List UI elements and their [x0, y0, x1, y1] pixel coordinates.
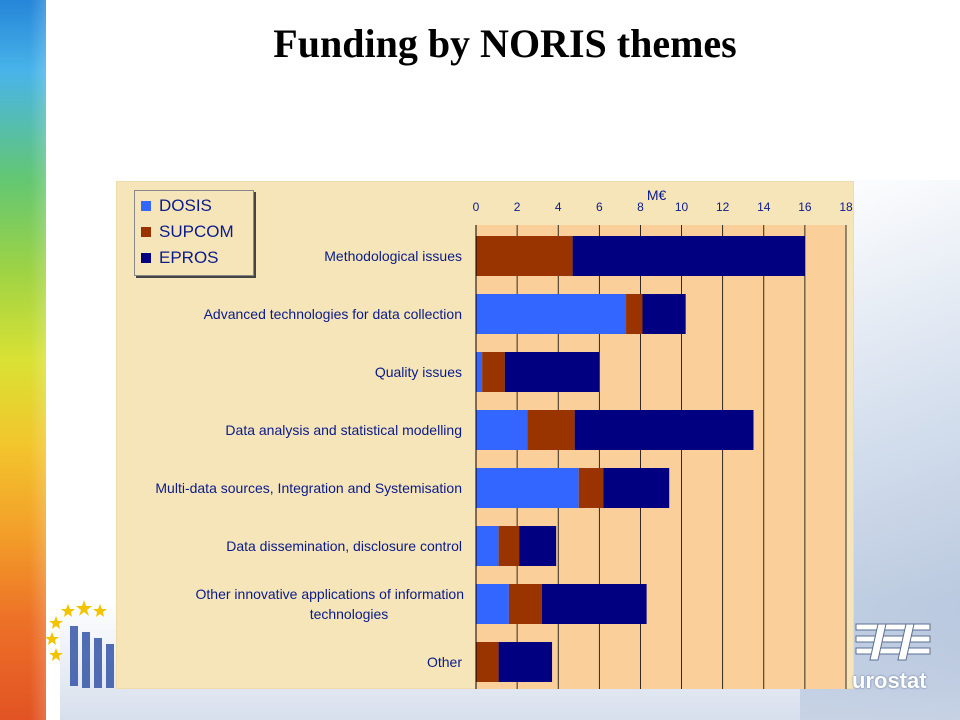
bar-supcom: [476, 642, 499, 682]
bar-dosis: [476, 294, 627, 334]
page-title: Funding by NORIS themes: [273, 21, 737, 66]
bar-supcom: [508, 584, 542, 624]
legend-label-dosis: DOSIS: [159, 196, 212, 215]
bar-dosis: [476, 352, 483, 392]
chart-legend: DOSIS SUPCOM EPROS: [134, 190, 254, 276]
bar-epros: [498, 642, 553, 682]
bar-dosis: [476, 468, 579, 508]
bar-dosis: [476, 584, 509, 624]
x-tick-label: 4: [555, 200, 562, 214]
category-label: Data analysis and statistical modelling: [225, 422, 462, 438]
bar-supcom: [498, 526, 520, 566]
bar-epros: [574, 410, 754, 450]
category-label: Data dissemination, disclosure control: [226, 538, 462, 554]
x-tick-label: 16: [798, 200, 812, 214]
x-tick-label: 12: [716, 200, 730, 214]
legend-label-supcom: SUPCOM: [159, 222, 234, 241]
category-label: Other innovative applications of informa…: [196, 586, 464, 602]
legend-swatch-dosis: [141, 201, 151, 211]
x-tick-label: 6: [596, 200, 603, 214]
category-label: Quality issues: [375, 364, 462, 380]
axis-unit-label: M€: [647, 187, 667, 203]
legend-swatch-epros: [141, 253, 151, 263]
eurostat-logo-text: urostat: [852, 668, 927, 693]
legend-item-supcom: SUPCOM: [141, 221, 234, 243]
legend-label-epros: EPROS: [159, 248, 219, 267]
x-tick-label: 2: [514, 200, 521, 214]
bar-dosis: [476, 410, 528, 450]
bar-epros: [519, 526, 557, 566]
x-tick-label: 10: [675, 200, 689, 214]
bar-supcom: [626, 294, 643, 334]
eurostat-logo: [855, 623, 931, 661]
legend-swatch-supcom: [141, 227, 151, 237]
bar-epros: [572, 236, 805, 276]
bar-supcom: [482, 352, 505, 392]
category-label: Other: [427, 654, 462, 670]
bar-dosis: [476, 526, 499, 566]
category-label: technologies: [310, 606, 389, 622]
x-tick-label: 8: [637, 200, 644, 214]
x-tick-label: 0: [473, 200, 480, 214]
x-tick-label: 14: [757, 200, 771, 214]
legend-item-epros: EPROS: [141, 247, 219, 269]
category-label: Methodological issues: [324, 248, 462, 264]
bar-epros: [541, 584, 647, 624]
chart-svg: 0 2 4 6 8 10 12 14 16 18 M€ Methodological issues Ad…: [155, 187, 853, 689]
category-label: Advanced technologies for data collectio…: [204, 306, 462, 322]
legend-item-dosis: DOSIS: [141, 195, 212, 217]
bar-supcom: [578, 468, 604, 508]
bar-epros: [642, 294, 686, 334]
eu-stars-logo: [45, 600, 114, 688]
bar-supcom: [476, 236, 573, 276]
bar-epros: [603, 468, 670, 508]
bar-epros: [504, 352, 600, 392]
bar-supcom: [527, 410, 575, 450]
chart-panel: 0 2 4 6 8 10 12 14 16 18 M€ Methodological issues Ad…: [116, 181, 854, 689]
x-tick-label: 18: [839, 200, 853, 214]
category-label: Multi-data sources, Integration and Syst…: [155, 480, 462, 496]
